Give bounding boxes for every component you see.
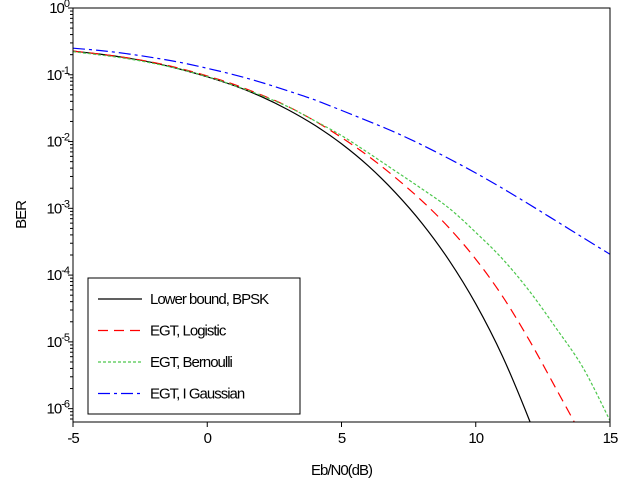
x-tick-label: 10: [468, 430, 483, 447]
y-tick-label: 10-2: [47, 132, 70, 151]
series-line-egt-logistic: [73, 50, 575, 422]
series-line-egt-bernoulli: [73, 51, 610, 421]
y-tick-label: 100: [49, 0, 70, 17]
y-tick-label: 10-6: [47, 399, 70, 418]
legend: Lower bound, BPSK EGT, Logistic EGT, Berno…: [87, 277, 301, 415]
y-tick-label: 10-3: [47, 198, 70, 217]
y-tick-label: 10-4: [47, 265, 70, 284]
legend-box: [87, 277, 301, 415]
legend-entry-label: EGT, I Gaussian: [150, 386, 245, 403]
x-tick-label: 0: [204, 430, 212, 447]
series-layer: [73, 47, 610, 422]
legend-entry-label: EGT, Bernoulli: [150, 354, 233, 371]
legend-entry-label: Lower bound, BPSK: [150, 291, 269, 308]
x-axis-label: Eb/N0(dB): [311, 462, 373, 479]
x-tick-label: 15: [603, 430, 618, 447]
y-axis-label: BER: [13, 200, 30, 229]
y-axis-ticks: 100 10-1 10-2 10-3 10-4 10-5 10-6: [47, 0, 73, 420]
y-tick-label: 10-1: [47, 65, 70, 84]
x-axis-ticks: -5 0 5 10 15: [67, 422, 618, 447]
legend-entry-label: EGT, Logistic: [150, 323, 227, 340]
x-tick-label: 5: [338, 430, 346, 447]
series-line-egt-i-gaussian: [73, 47, 610, 255]
x-tick-label: -5: [67, 430, 79, 447]
y-tick-label: 10-5: [47, 332, 70, 351]
